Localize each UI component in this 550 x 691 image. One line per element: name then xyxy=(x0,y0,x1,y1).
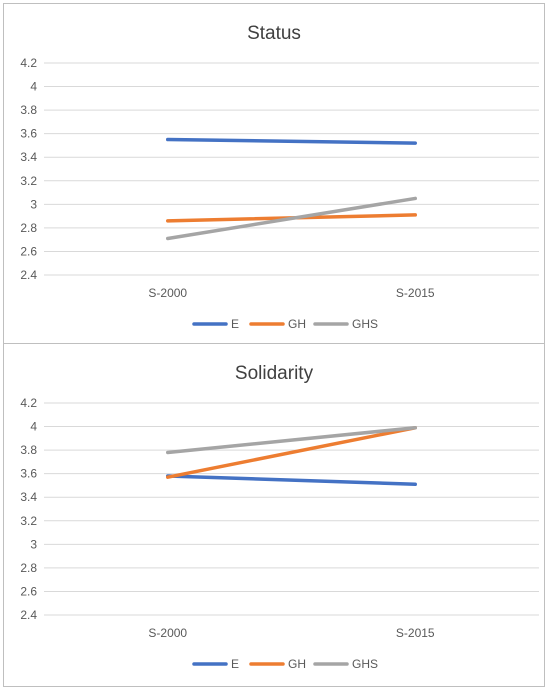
y-tick-label: 4.2 xyxy=(20,56,37,70)
y-tick-label: 4.2 xyxy=(20,396,37,410)
legend-label-e: E xyxy=(231,657,239,671)
series-line-gh xyxy=(166,425,417,479)
y-tick-label: 4 xyxy=(30,420,37,434)
y-tick-label: 3.4 xyxy=(20,150,37,164)
series-line-e xyxy=(166,474,417,487)
y-tick-label: 3.6 xyxy=(20,467,37,481)
y-tick-label: 4 xyxy=(30,80,37,94)
chart-status: Status 2.4 2.6 2.8 3 3.2 3.4 3.6 3.8 4 4.2 S-2000 S-… xyxy=(20,23,539,331)
y-tick-label: 3.8 xyxy=(20,443,37,457)
y-tick-label: 3.2 xyxy=(20,514,37,528)
chart-title: Status xyxy=(247,23,301,44)
legend-label-gh: GH xyxy=(288,317,306,331)
x-tick-label: S-2015 xyxy=(396,286,435,300)
series-line-ghs xyxy=(166,196,417,241)
y-tick-label: 2.8 xyxy=(20,561,37,575)
y-tick-label: 3.6 xyxy=(20,127,37,141)
y-tick-label: 2.4 xyxy=(20,608,37,622)
legend-label-ghs: GHS xyxy=(352,657,378,671)
chart-solidarity: Solidarity 2.4 2.6 2.8 3 3.2 3.4 3.6 3.8 4 4.2 S-20… xyxy=(20,363,539,671)
legend-label-ghs: GHS xyxy=(352,317,378,331)
y-tick-label: 3 xyxy=(30,537,37,551)
y-tick-label: 3.8 xyxy=(20,103,37,117)
chart-panel-solidarity: Solidarity 2.4 2.6 2.8 3 3.2 3.4 3.6 3.8 4 4.2 S-20… xyxy=(3,343,545,687)
y-tick-label: 2.4 xyxy=(20,268,37,282)
x-tick-label: S-2015 xyxy=(396,626,435,640)
x-tick-label: S-2000 xyxy=(148,626,187,640)
chart-panel-status: Status 2.4 2.6 2.8 3 3.2 3.4 3.6 3.8 4 4.2 S-2000 S-… xyxy=(3,3,545,345)
series-line-ghs xyxy=(166,425,417,455)
y-tick-label: 2.6 xyxy=(20,584,37,598)
y-tick-label: 2.6 xyxy=(20,244,37,258)
legend-label-e: E xyxy=(231,317,239,331)
y-tick-label: 3.4 xyxy=(20,490,37,504)
chart-title: Solidarity xyxy=(235,363,314,384)
y-tick-label: 3 xyxy=(30,197,37,211)
x-tick-label: S-2000 xyxy=(148,286,187,300)
y-tick-label: 2.8 xyxy=(20,221,37,235)
y-tick-label: 3.2 xyxy=(20,174,37,188)
series-line-e xyxy=(166,137,417,145)
legend-label-gh: GH xyxy=(288,657,306,671)
